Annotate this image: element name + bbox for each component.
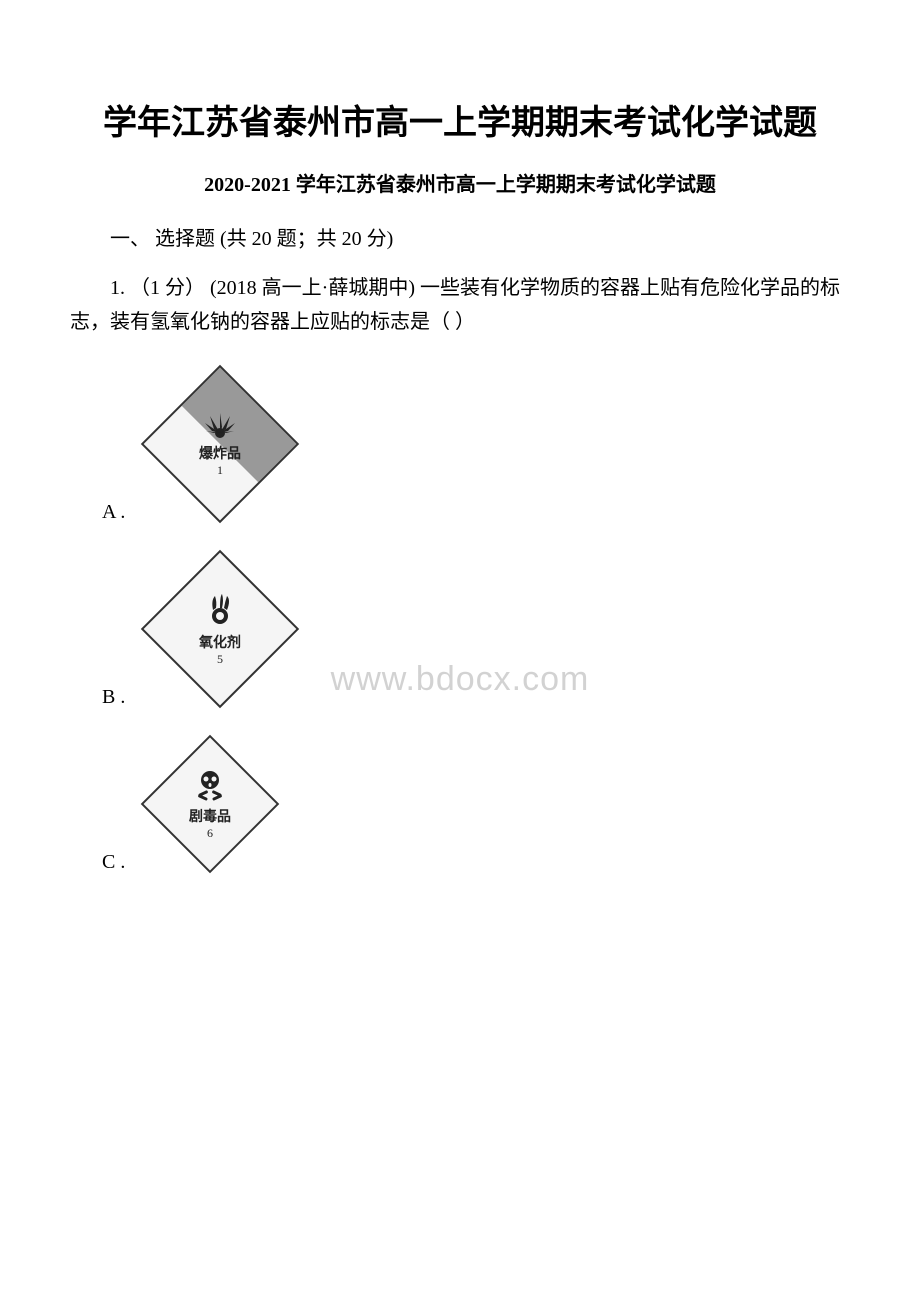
option-c-label: C .: [102, 851, 125, 874]
explosive-icon: [200, 410, 240, 440]
sign-c-num: 6: [207, 825, 213, 840]
sign-a-text: 爆炸品: [199, 442, 241, 462]
option-a-row: A .: [70, 364, 850, 524]
hazard-sign-explosive: 爆炸品 1: [140, 364, 300, 524]
option-b-row: B . 氧化剂 5: [70, 549, 850, 709]
hazard-sign-oxidizer: 氧化剂 5: [140, 549, 300, 709]
toxic-icon: [190, 767, 230, 803]
option-a-label: A .: [102, 501, 125, 524]
sign-b-num: 5: [217, 651, 223, 666]
sub-title: 2020-2021 学年江苏省泰州市高一上学期期末考试化学试题: [70, 168, 850, 197]
main-title: 学年江苏省泰州市高一上学期期末考试化学试题: [70, 100, 850, 148]
option-c-row: C .: [70, 734, 850, 874]
section-header: 一、 选择题 (共 20 题；共 20 分): [70, 222, 850, 251]
option-b-label: B .: [102, 686, 125, 709]
sign-c-text: 剧毒品: [189, 805, 231, 825]
hazard-sign-toxic: 剧毒品 6: [140, 734, 280, 874]
question-1-text: 1. （1 分） (2018 高一上·薛城期中) 一些装有化学物质的容器上贴有危…: [70, 271, 850, 339]
sign-b-text: 氧化剂: [199, 631, 241, 651]
oxidizer-icon: [201, 591, 239, 629]
sign-a-num: 1: [217, 462, 223, 477]
